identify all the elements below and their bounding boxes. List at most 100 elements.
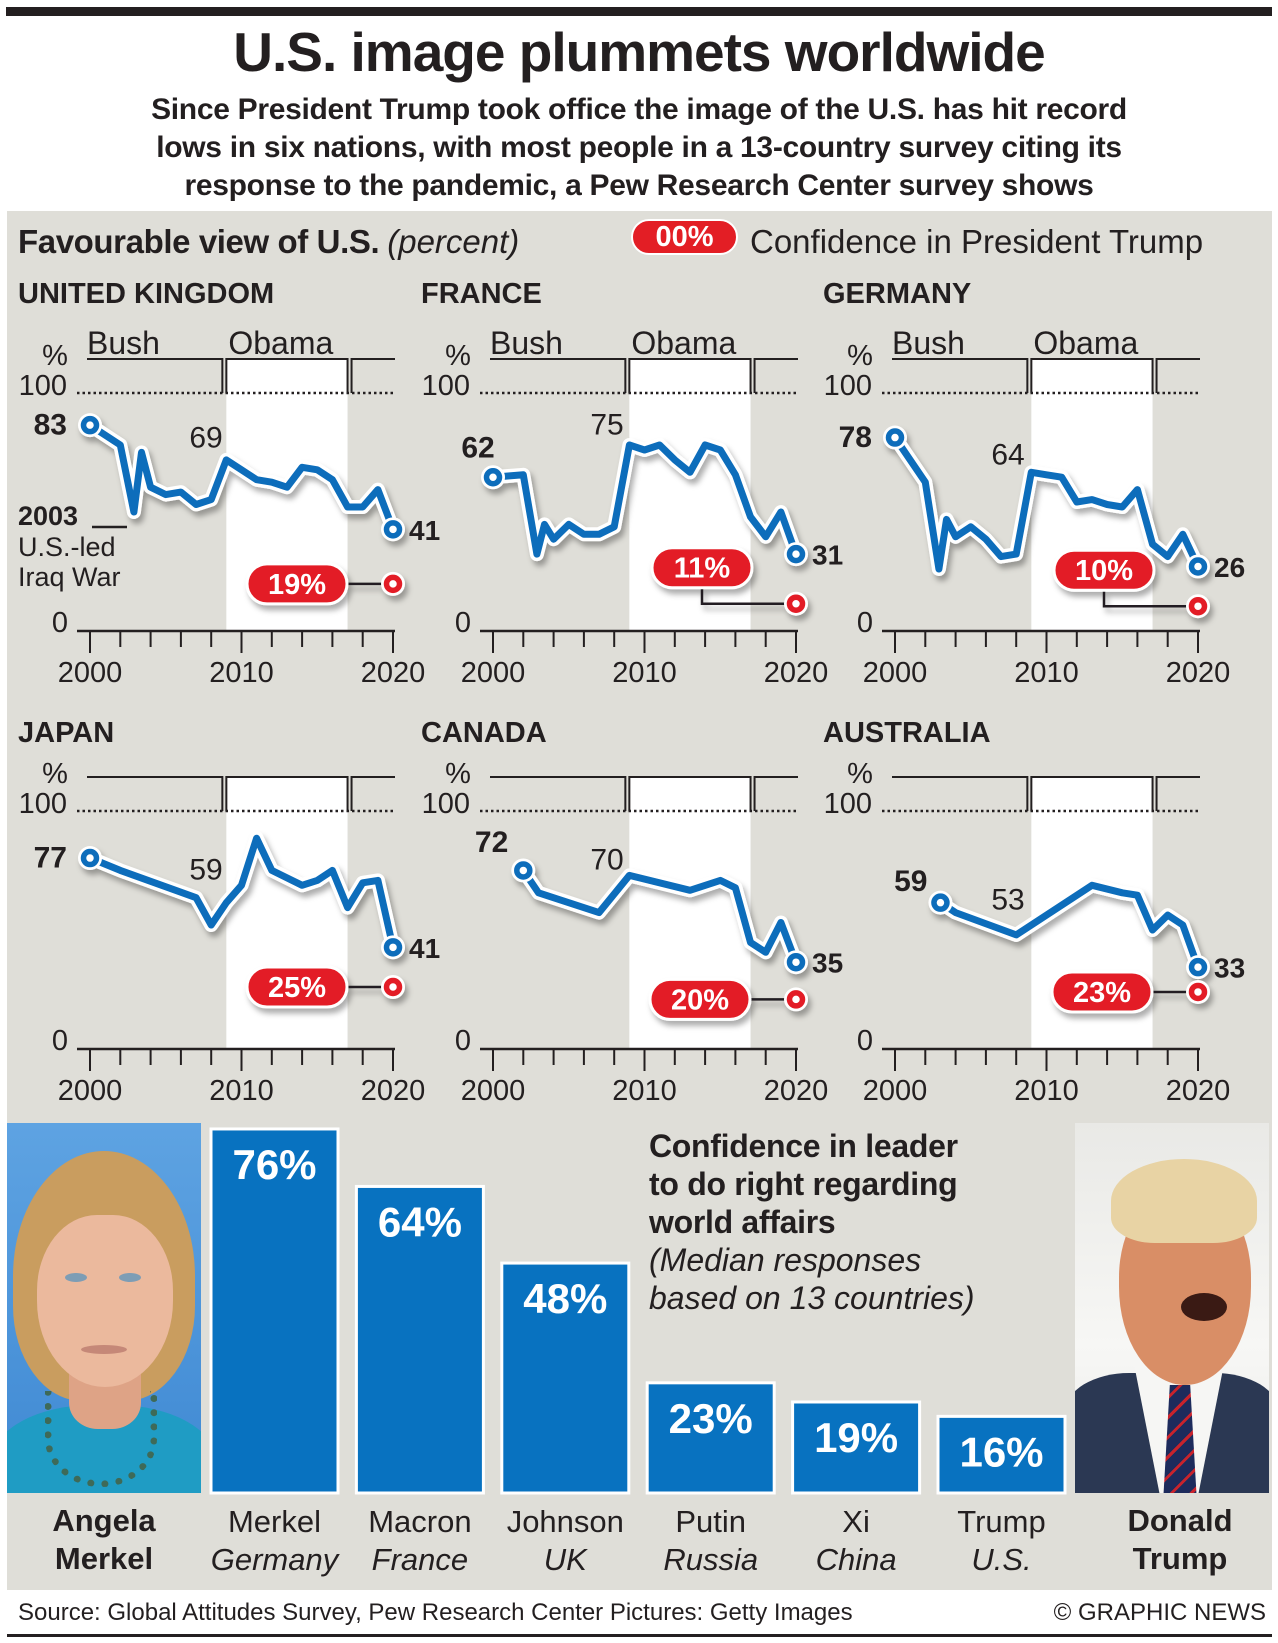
legend-heading: Favourable view of U.S. [18, 223, 380, 260]
peak-value-label: 75 [590, 409, 623, 442]
top-rule [6, 7, 1272, 16]
data-point [1028, 469, 1035, 476]
trump-confidence-pill [245, 562, 349, 606]
data-point [520, 471, 527, 478]
data-point [1013, 931, 1020, 938]
caption-line: Donald [1127, 1503, 1233, 1538]
trump-confidence-pill [245, 965, 349, 1009]
y-axis-unit: % [847, 758, 873, 790]
data-point [1134, 892, 1141, 899]
bar-leader-label: Johnson [507, 1504, 624, 1539]
end-marker [786, 544, 806, 564]
data-point [717, 446, 724, 453]
presidency-label-obama: Obama [631, 325, 736, 361]
bar-trump [936, 1414, 1067, 1495]
chart-title: AUSTRALIA [823, 717, 991, 749]
x-tick-label: 2000 [863, 657, 928, 689]
data-point [314, 877, 321, 884]
x-tick-label: 2000 [461, 657, 526, 689]
y-tick-label: 0 [52, 607, 68, 639]
trump-confidence-pill [1050, 970, 1154, 1014]
end-marker [1188, 557, 1208, 576]
legend-unit: (percent) [387, 223, 520, 260]
bottom-rule [7, 1634, 1272, 1637]
presidency-bracket-bush [87, 358, 224, 393]
bar-macron [354, 1184, 485, 1495]
bar-country-label: Russia [663, 1542, 758, 1577]
data-point [1134, 486, 1141, 493]
data-point [596, 909, 603, 916]
data-point [1119, 504, 1126, 510]
data-point [117, 442, 124, 448]
x-tick-label: 2020 [1166, 1075, 1231, 1107]
data-point [268, 479, 275, 486]
data-point [329, 867, 336, 874]
y-tick-label: 0 [857, 1025, 873, 1057]
presidency-label-bush: Bush [892, 325, 965, 361]
data-point [344, 904, 351, 911]
x-tick-label: 2000 [58, 657, 123, 689]
bar-johnson [500, 1261, 631, 1495]
note-year: 2003 [18, 501, 78, 531]
photo-mouth [1181, 1293, 1227, 1321]
bar-merkel [209, 1127, 340, 1495]
chart-title: FRANCE [421, 278, 542, 310]
series-germany [883, 425, 1210, 579]
bar-value-label: 23% [669, 1395, 753, 1442]
data-point [130, 508, 137, 515]
bar-country-label: China [816, 1542, 897, 1577]
subtitle: Since President Trump took office the im… [0, 91, 1278, 205]
trump-confidence-marker [786, 594, 806, 613]
data-point [952, 909, 959, 916]
data-point [580, 531, 587, 538]
data-point [147, 484, 154, 491]
data-point [329, 476, 336, 483]
bar-country-label: France [372, 1542, 468, 1577]
end-value-label: 26 [1214, 552, 1245, 583]
line-chart-united-kingdom: UNITED KINGDOM Bush Obama%100 0 2000 2010 2020… [18, 278, 440, 689]
trump-confidence-pill [648, 977, 752, 1021]
presidency-bracket-next [350, 358, 395, 393]
end-marker [1188, 957, 1208, 977]
caption-line: Angela [52, 1503, 156, 1538]
connector-line [1102, 590, 1198, 608]
data-point [374, 486, 381, 493]
legend-heading-row: Favourable view of U.S. (percent) [18, 222, 1268, 262]
data-point [626, 872, 633, 879]
series-japan [78, 831, 405, 960]
trump-confidence-united-kingdom: 19% [245, 562, 405, 606]
data-point [747, 939, 754, 946]
start-value-label: 77 [34, 842, 67, 875]
caption-line: Trump [1132, 1541, 1228, 1576]
x-tick-label: 2000 [58, 1075, 123, 1107]
line-chart-canada: CANADA%100 0 2000 2010 2020 72 70 35 20% [421, 717, 843, 1107]
y-tick-label: 100 [422, 788, 470, 820]
data-point [611, 523, 618, 530]
data-point [208, 922, 215, 928]
data-point [565, 521, 572, 528]
chart-title: GERMANY [823, 278, 971, 310]
trump-confidence-australia: 23% [1050, 970, 1210, 1014]
legend-trump-label: Confidence in President Trump [750, 223, 1204, 260]
trump-confidence-france: 11% [650, 546, 808, 616]
data-point [550, 536, 557, 543]
data-point [967, 523, 974, 530]
line-chart-australia: AUSTRALIA%100 0 2000 2010 2020 59 53 33 23% [823, 717, 1245, 1107]
bar-chart-title-line: Confidence in leader [649, 1128, 958, 1164]
chart-title: UNITED KINGDOM [18, 278, 274, 310]
start-marker [80, 848, 100, 868]
series-united-kingdom [78, 413, 405, 542]
presidency-bracket-next [753, 776, 798, 811]
x-tick-label: 2010 [1014, 1075, 1079, 1107]
subtitle-line: Since President Trump took office the im… [151, 93, 1127, 126]
series-france [481, 438, 808, 567]
bar-chart-heading: Confidence in leader to do right regardi… [649, 1127, 975, 1317]
trump-confidence-pill [1052, 548, 1156, 592]
data-point [541, 521, 548, 528]
data-point [747, 513, 754, 520]
data-point [1104, 501, 1111, 508]
trump-confidence-value: 20% [671, 984, 729, 1016]
start-marker [931, 893, 950, 912]
data-point [922, 479, 929, 486]
presidency-label-bush: Bush [490, 325, 563, 361]
